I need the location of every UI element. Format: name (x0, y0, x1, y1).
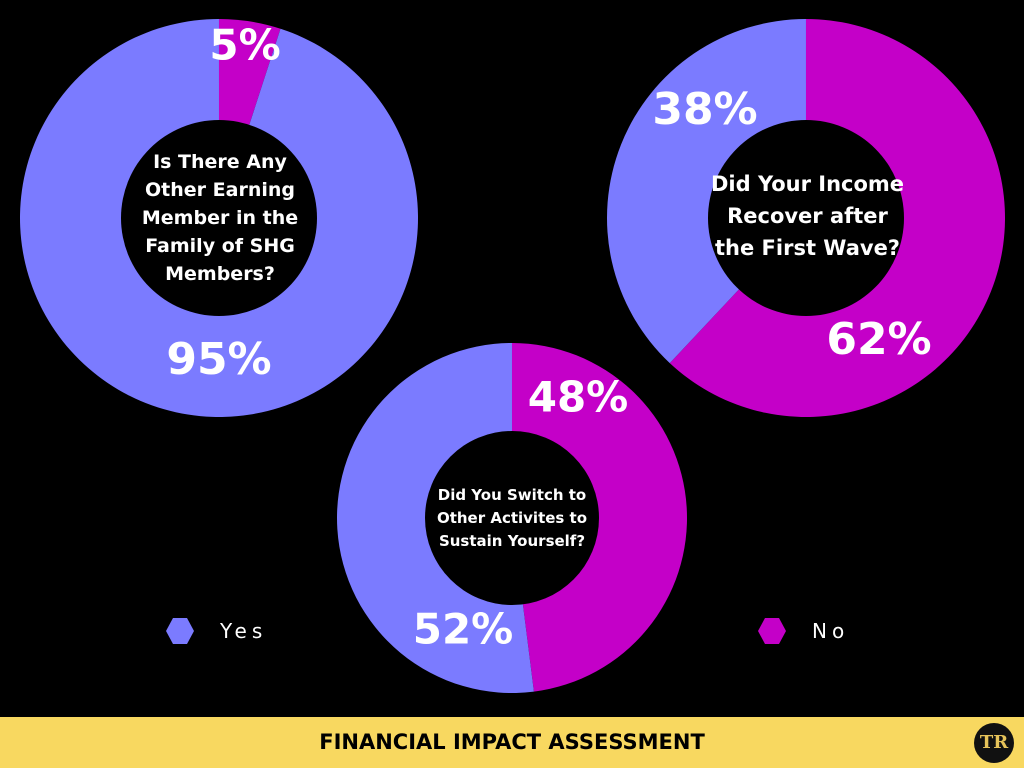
donut-3-center (425, 431, 599, 605)
legend-yes-label: Yes (220, 619, 268, 643)
donut-1-label-no: 5% (209, 21, 280, 70)
donut-3-question: Did You Switch to Other Activites to Sus… (436, 485, 588, 550)
legend-no-label: No (812, 619, 850, 643)
donut-2-label-yes: 38% (652, 84, 757, 135)
legend-no: No (758, 618, 849, 644)
legend-yes-hexagon-icon (166, 618, 194, 644)
legend-yes: Yes (166, 618, 267, 644)
legend-no-hexagon-icon (758, 618, 786, 644)
donut-2-label-no: 62% (826, 314, 931, 365)
donut-3-slice-no (512, 343, 687, 692)
donut-2-question: Did Your Income Recover after the First … (710, 171, 905, 260)
donut-1-label-yes: 95% (166, 334, 271, 385)
donut-1-question: Is There Any Other Earning Member in the… (141, 151, 299, 285)
donut-2-center (708, 120, 904, 316)
tr-logo: TR (974, 723, 1014, 763)
donut-3-label-no: 48% (528, 373, 629, 422)
footer-title: FINANCIAL IMPACT ASSESSMENT (319, 730, 705, 754)
donut-2-slice-yes (607, 19, 806, 364)
donut-3-label-yes: 52% (413, 605, 514, 654)
footer-bar: FINANCIAL IMPACT ASSESSMENT (0, 717, 1024, 768)
donut-1-center (121, 120, 317, 316)
